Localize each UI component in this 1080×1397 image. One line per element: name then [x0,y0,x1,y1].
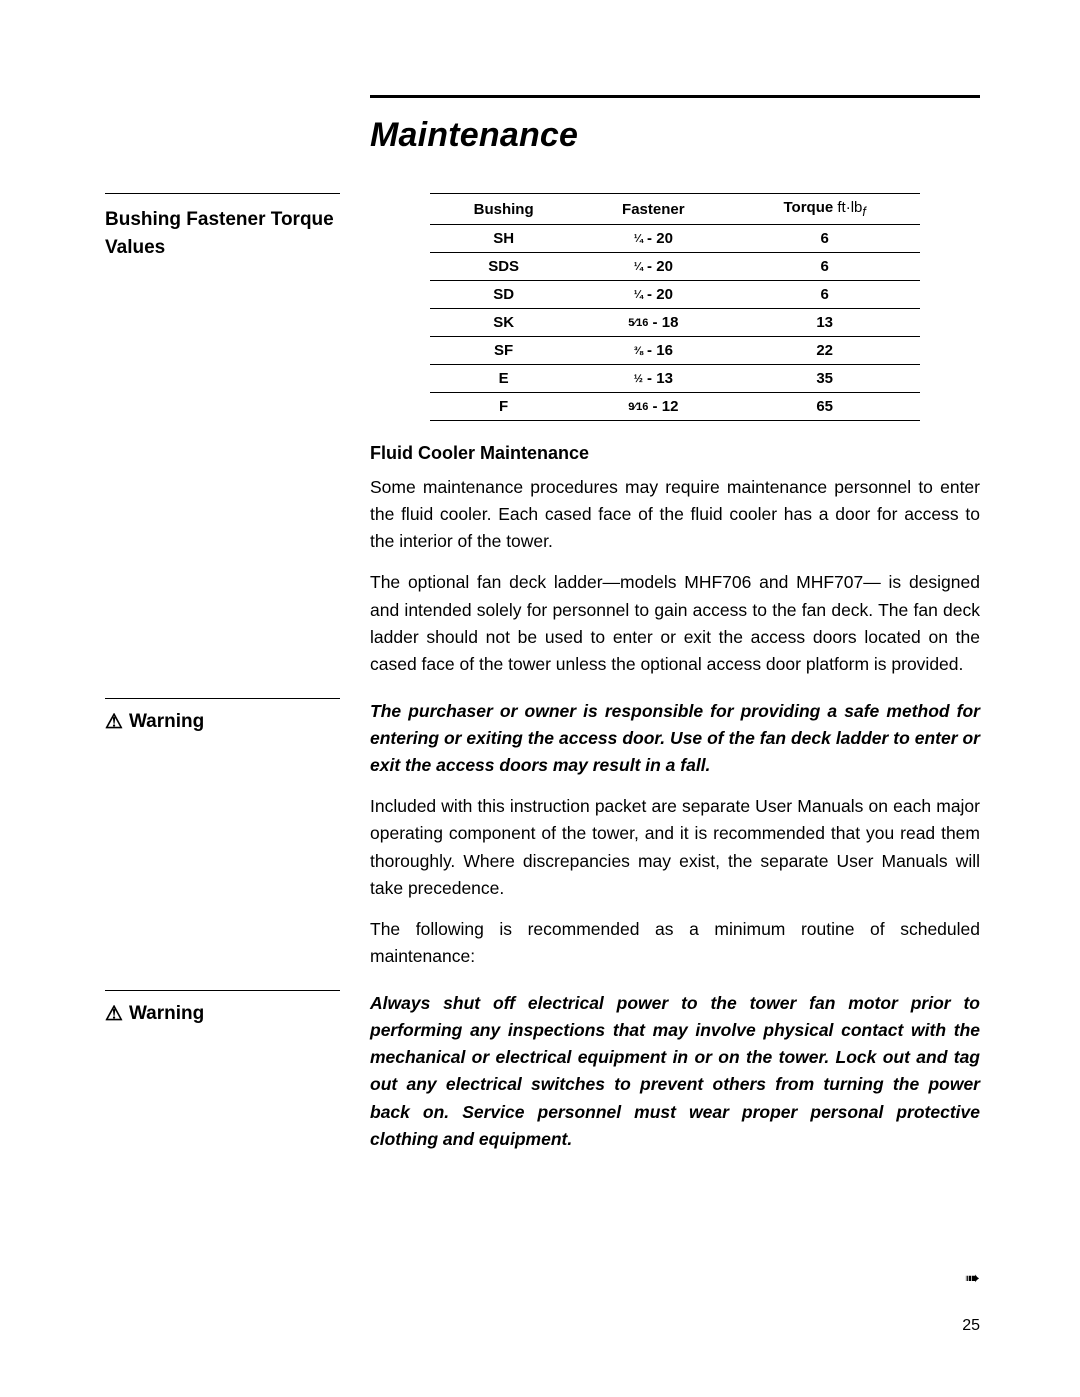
page-number: 25 [962,1317,980,1335]
warning-label-2: Warning [129,1003,204,1025]
cell-bushing: SD [430,281,577,309]
th-torque: Torque ft·lbf [729,194,920,225]
page-title: Maintenance [370,116,980,155]
th-torque-unit: ft·lbf [837,199,866,216]
torque-table: Bushing Fastener Torque ft·lbf SH¼ - 206… [430,193,920,421]
sidebar-rule-1 [105,193,340,194]
block-warning-2: ⚠ Warning Always shut off electrical pow… [105,990,980,1167]
warning-label-1: Warning [129,711,204,733]
table-row: SH¼ - 206 [430,225,920,253]
sidebar-warning-1: ⚠ Warning [105,711,340,733]
th-fastener: Fastener [577,194,729,225]
para-2: The optional fan deck ladder—models MHF7… [370,569,980,678]
warning-text-2: Always shut off electrical power to the … [370,990,980,1153]
warning-icon: ⚠ [105,712,123,732]
table-header-row: Bushing Fastener Torque ft·lbf [430,194,920,225]
sidebar-rule-2 [105,698,340,699]
para-1: Some maintenance procedures may require … [370,474,980,555]
th-bushing: Bushing [430,194,577,225]
cell-fastener: ¼ - 20 [577,281,729,309]
title-rule [370,95,980,98]
warning-icon: ⚠ [105,1004,123,1024]
cell-torque: 6 [729,225,920,253]
cell-torque: 13 [729,309,920,337]
fluid-cooler-heading: Fluid Cooler Maintenance [370,443,980,464]
table-row: E½ - 1335 [430,365,920,393]
continue-arrow-icon: ➠ [965,1268,980,1289]
block-warning-1: ⚠ Warning The purchaser or owner is resp… [105,698,980,984]
cell-bushing: SH [430,225,577,253]
cell-fastener: 9⁄16 - 12 [577,393,729,421]
cell-fastener: 5⁄16 - 18 [577,309,729,337]
cell-torque: 65 [729,393,920,421]
cell-bushing: F [430,393,577,421]
th-torque-label: Torque [783,199,833,216]
cell-torque: 6 [729,253,920,281]
cell-torque: 22 [729,337,920,365]
sidebar-rule-3 [105,990,340,991]
cell-bushing: SF [430,337,577,365]
cell-fastener: ⅜ - 16 [577,337,729,365]
cell-bushing: E [430,365,577,393]
sidebar-heading-torque: Bushing Fastener Torque Values [105,206,340,261]
warning-text-1: The purchaser or owner is responsible fo… [370,698,980,779]
cell-torque: 6 [729,281,920,309]
para-4: The following is recommended as a minimu… [370,916,980,970]
cell-fastener: ¼ - 20 [577,253,729,281]
cell-bushing: SDS [430,253,577,281]
table-row: SK5⁄16 - 1813 [430,309,920,337]
para-3: Included with this instruction packet ar… [370,793,980,902]
block-torque: Bushing Fastener Torque Values Bushing F… [105,193,980,692]
sidebar-warning-2: ⚠ Warning [105,1003,340,1025]
table-row: SF⅜ - 1622 [430,337,920,365]
cell-torque: 35 [729,365,920,393]
cell-bushing: SK [430,309,577,337]
table-row: SDS¼ - 206 [430,253,920,281]
cell-fastener: ½ - 13 [577,365,729,393]
table-row: SD¼ - 206 [430,281,920,309]
cell-fastener: ¼ - 20 [577,225,729,253]
table-row: F9⁄16 - 1265 [430,393,920,421]
